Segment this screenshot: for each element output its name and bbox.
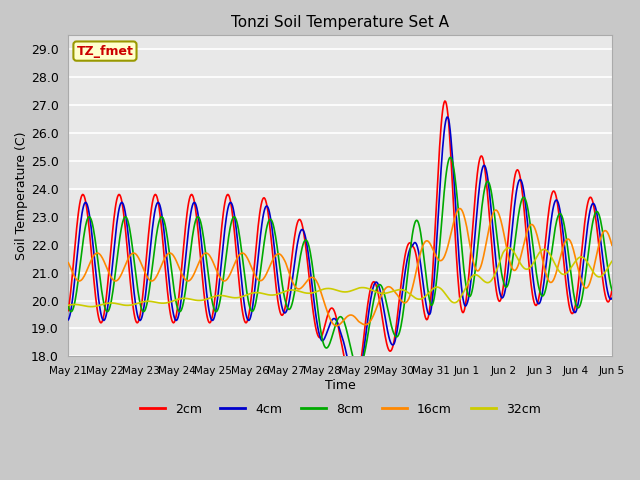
Y-axis label: Soil Temperature (C): Soil Temperature (C) <box>15 132 28 260</box>
Text: TZ_fmet: TZ_fmet <box>77 45 133 58</box>
Title: Tonzi Soil Temperature Set A: Tonzi Soil Temperature Set A <box>231 15 449 30</box>
Legend: 2cm, 4cm, 8cm, 16cm, 32cm: 2cm, 4cm, 8cm, 16cm, 32cm <box>134 398 545 420</box>
X-axis label: Time: Time <box>324 379 356 392</box>
